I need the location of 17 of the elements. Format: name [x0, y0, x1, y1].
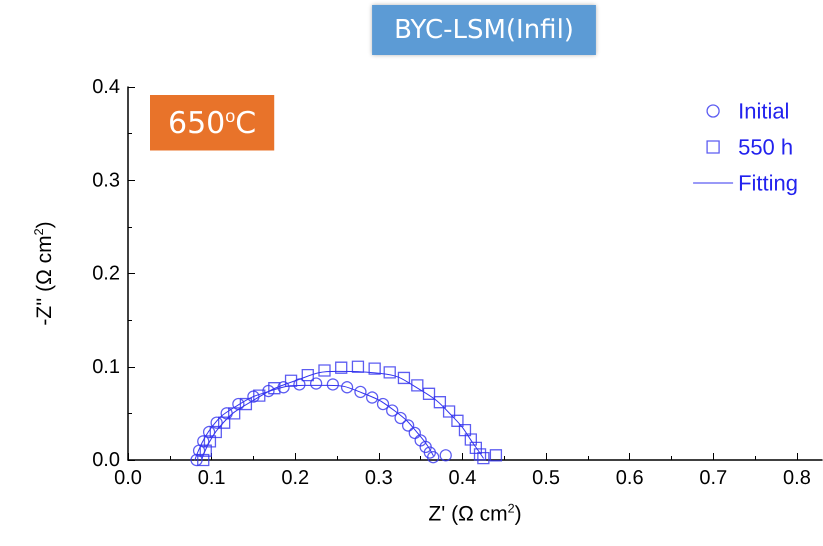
y-axis-title: -Z'' (Ω cm2): [32, 221, 56, 326]
x-tick-label: 0.2: [281, 467, 310, 489]
x-tick-label: 0.8: [783, 467, 811, 489]
y-tick-label: 0.2: [92, 262, 120, 284]
x-tick-label: 0.1: [198, 467, 226, 489]
x-tick-label: 0.5: [532, 467, 560, 489]
legend-label: 550 h: [738, 134, 794, 160]
legend-label: Fitting: [738, 170, 798, 196]
y-tick-label: 0.4: [92, 76, 120, 98]
legend-label: Initial: [738, 98, 790, 124]
x-tick-label: 0.4: [448, 467, 476, 489]
x-tick-label: 0.3: [364, 467, 393, 489]
x-tick-label: 0.7: [699, 467, 728, 489]
chart-title: BYC-LSM(Infil): [394, 15, 574, 45]
y-tick-label: 0.3: [92, 169, 120, 192]
y-tick-label: 0.1: [92, 356, 120, 378]
x-tick-label: 0.6: [616, 467, 644, 489]
